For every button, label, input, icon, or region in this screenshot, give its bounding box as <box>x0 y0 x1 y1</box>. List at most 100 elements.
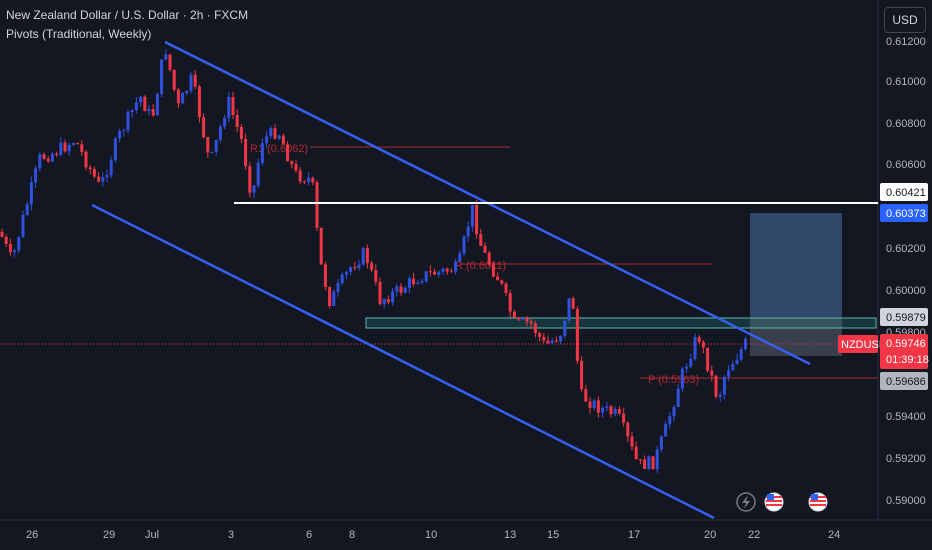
candle <box>395 286 399 292</box>
candle <box>252 185 256 193</box>
candle <box>378 281 382 305</box>
time-axis[interactable] <box>0 520 878 550</box>
candle <box>273 128 277 139</box>
channel-lower-line[interactable] <box>91 203 715 520</box>
date-tick: 17 <box>628 529 640 541</box>
support-zone[interactable] <box>365 317 877 329</box>
candle <box>559 335 563 342</box>
chart-title: New Zealand Dollar / U.S. Dollar · 2h · … <box>6 8 249 22</box>
candle <box>622 413 626 423</box>
candle <box>424 271 428 282</box>
date-tick: 3 <box>228 529 234 541</box>
candle <box>168 54 172 70</box>
candle <box>689 358 693 367</box>
svg-text:NZDUSD: NZDUSD <box>841 339 887 351</box>
candle <box>227 97 231 118</box>
candle <box>592 400 596 409</box>
date-tick: 22 <box>748 529 760 541</box>
candle <box>244 139 248 167</box>
candle <box>605 406 609 408</box>
candle <box>420 281 424 283</box>
candle <box>353 267 357 269</box>
candle <box>223 117 227 127</box>
candle <box>491 264 495 277</box>
candle <box>680 368 684 389</box>
pivot-label-p: P (0.5963) <box>648 374 699 386</box>
candle <box>374 269 378 282</box>
candle <box>433 271 437 275</box>
price-tick: 0.60200 <box>886 243 926 255</box>
candle <box>634 446 638 460</box>
candle <box>655 449 659 470</box>
candle <box>580 360 584 390</box>
svg-text:01:39:18: 01:39:18 <box>886 354 929 366</box>
price-label-zone-top: 0.59879 <box>880 308 928 326</box>
candle <box>563 320 567 336</box>
candle <box>458 253 462 262</box>
date-tick: Jul <box>145 529 159 541</box>
us-flag-icon[interactable] <box>808 492 828 512</box>
price-axis[interactable] <box>878 0 932 550</box>
date-tick: 26 <box>26 529 38 541</box>
price-label-last: 0.59746 01:39:18 <box>880 334 929 369</box>
candle <box>349 267 353 272</box>
candle <box>29 182 33 205</box>
candle <box>647 456 651 469</box>
candle <box>626 422 630 437</box>
candle <box>512 311 516 318</box>
candle <box>290 161 294 165</box>
candle <box>685 366 689 369</box>
candle <box>34 168 38 183</box>
candle <box>697 337 701 342</box>
candle <box>202 117 206 138</box>
candle <box>109 160 113 176</box>
svg-text:0.59746: 0.59746 <box>886 338 926 350</box>
candle <box>504 283 508 293</box>
candle <box>97 176 101 182</box>
candle <box>357 264 361 269</box>
candle <box>479 234 483 246</box>
candle <box>84 151 88 168</box>
candle <box>13 250 17 253</box>
candle <box>235 114 239 128</box>
symbol-tag[interactable]: NZDUSD <box>838 335 887 353</box>
candle <box>214 139 218 152</box>
candle <box>0 232 4 237</box>
candle <box>466 226 470 237</box>
candle <box>538 333 542 337</box>
candle <box>265 136 269 144</box>
candle <box>391 291 395 303</box>
candle <box>294 164 298 171</box>
candle <box>210 151 214 153</box>
candle <box>269 128 273 137</box>
candle <box>80 144 84 152</box>
candle <box>727 370 731 377</box>
price-tick: 0.60800 <box>886 118 926 130</box>
candle <box>332 291 336 307</box>
candle <box>701 341 705 348</box>
candle <box>319 227 323 265</box>
risk-zone[interactable] <box>750 317 842 356</box>
candle <box>550 340 554 344</box>
date-tick: 10 <box>425 529 437 541</box>
candle <box>50 153 54 162</box>
currency-button[interactable]: USD <box>884 7 926 33</box>
candle <box>382 299 386 305</box>
candle <box>706 347 710 371</box>
candle <box>462 236 466 254</box>
date-tick: 13 <box>504 529 516 541</box>
lightning-icon[interactable] <box>736 492 756 512</box>
candle <box>63 142 67 152</box>
candle <box>88 167 92 170</box>
candle <box>449 271 453 273</box>
candle <box>4 236 8 244</box>
target-zone[interactable] <box>750 213 842 317</box>
us-flag-icon[interactable] <box>764 492 784 512</box>
candle <box>55 153 59 155</box>
candle <box>575 308 579 361</box>
candle <box>21 214 25 238</box>
indicator-label[interactable]: Pivots (Traditional, Weekly) <box>6 27 152 41</box>
candle <box>42 154 46 159</box>
date-tick: 8 <box>349 529 355 541</box>
